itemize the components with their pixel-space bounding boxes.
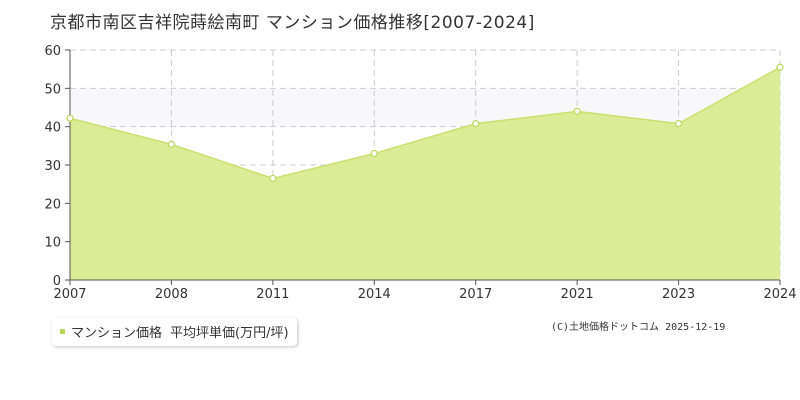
x-tick-label: 2021: [561, 287, 594, 302]
data-point: [674, 119, 683, 128]
area-series: [69, 66, 781, 280]
legend-unit-label: 平均坪単価(万円/坪): [170, 326, 289, 341]
series-line: [69, 66, 781, 180]
data-point: [776, 63, 784, 71]
data-point: [370, 149, 378, 158]
y-tick-label: 20: [44, 197, 61, 212]
x-tick-label: 2017: [459, 287, 492, 302]
x-tick-label: 2023: [662, 287, 695, 302]
chart-title: 京都市南区吉祥院蒔絵南町 マンション価格推移[2007-2024]: [50, 13, 535, 33]
y-tick-labels: 0 10 20 30 40 50 60: [44, 44, 61, 289]
x-tick-label: 2011: [256, 287, 289, 302]
axes: [65, 49, 781, 285]
legend-series-label: マンション価格: [71, 326, 163, 341]
x-tick-label: 2008: [155, 287, 188, 302]
data-point: [269, 174, 277, 183]
y-tick-label: 40: [44, 121, 61, 136]
copyright-text: (C)土地価格ドットコム 2025-12-19: [551, 322, 726, 333]
data-point: [472, 119, 480, 128]
data-point: [66, 114, 74, 122]
shaded-band: [70, 88, 780, 127]
y-tick-label: 0: [53, 274, 61, 289]
data-point: [573, 107, 581, 115]
y-tick-label: 30: [44, 159, 61, 174]
x-tick-labels: 2007 2008 2011 2014 2017 2021 2023 2024: [53, 287, 796, 302]
x-tick-label: 2024: [763, 287, 796, 302]
x-tick-label: 2014: [358, 287, 391, 302]
y-tick-label: 10: [44, 236, 61, 251]
band-rect: [70, 88, 780, 127]
legend-marker: [60, 329, 65, 334]
y-tick-label: 50: [44, 82, 61, 97]
data-points: [66, 63, 784, 183]
area-fill: [70, 67, 780, 280]
x-tick-label: 2007: [53, 287, 86, 302]
y-tick-label: 60: [44, 44, 61, 59]
data-point: [167, 140, 176, 148]
legend: マンション価格 平均坪単価(万円/坪): [52, 318, 297, 346]
